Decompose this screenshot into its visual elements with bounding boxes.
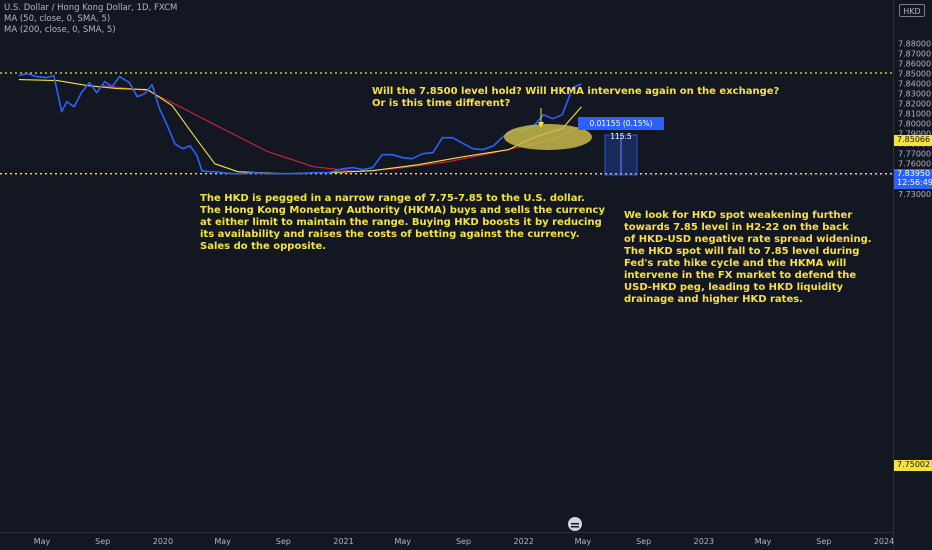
annotation-arrow-head <box>538 122 544 128</box>
x-tick-label: May <box>34 537 51 546</box>
outlook-line: USD-HKD peg, leading to HKD liquidity <box>624 282 844 293</box>
peg-line: The HKD is pegged in a narrow range of 7… <box>200 193 585 204</box>
peg-line: its availability and raises the costs of… <box>200 229 580 240</box>
current-price-tag: 7.83950 12:56:49 <box>894 169 932 189</box>
y-tick-label: 7.77000 <box>898 150 931 159</box>
x-tick-label: Sep <box>636 537 651 546</box>
y-tick-label: 7.81000 <box>898 110 931 119</box>
outlook-line: intervene in the FX market to defend the <box>624 270 857 281</box>
upper-level-price-tag: 7.85066 <box>894 135 932 146</box>
x-tick-label: May <box>214 537 231 546</box>
x-tick-label: Sep <box>456 537 471 546</box>
currency-button[interactable]: HKD <box>899 4 925 17</box>
x-tick-label: 2023 <box>694 537 714 546</box>
peg-line: at either limit to maintain the range. B… <box>200 217 602 228</box>
x-tick-label: 2021 <box>333 537 353 546</box>
x-tick-label: May <box>755 537 772 546</box>
x-tick-label: Sep <box>276 537 291 546</box>
peg-line: Sales do the opposite. <box>200 241 327 252</box>
y-tick-label: 7.80000 <box>898 120 931 129</box>
y-tick-label: 7.87000 <box>898 50 931 59</box>
y-tick-label: 7.86000 <box>898 60 931 69</box>
current-price: 7.83950 <box>897 169 931 178</box>
y-tick-label: 7.88000 <box>898 40 931 49</box>
outlook-line: of HKD-USD negative rate spread widening… <box>624 234 872 245</box>
x-tick-label: May <box>395 537 412 546</box>
chart-legend: U.S. Dollar / Hong Kong Dollar, 1D, FXCM… <box>4 3 177 36</box>
outlook-line: towards 7.85 level in H2-22 on the back <box>624 222 849 233</box>
y-tick-label: 7.85000 <box>898 70 931 79</box>
x-tick-label: May <box>575 537 592 546</box>
peg-line: The Hong Kong Monetary Authority (HKMA) … <box>200 205 605 216</box>
x-tick-label: 2024 <box>874 537 894 546</box>
x-tick-label: Sep <box>816 537 831 546</box>
ma200-legend[interactable]: MA (200, close, 0, SMA, 5) <box>4 25 116 35</box>
outlook-line: drainage and higher HKD rates. <box>624 294 803 305</box>
measure-label: 0.01155 (0.15%) 115.5 <box>578 117 664 141</box>
outlook-line: Fed's rate hike cycle and the HKMA will <box>624 258 847 269</box>
outlook-line: The HKD spot will fall to 7.85 level dur… <box>624 246 860 257</box>
scroll-to-realtime-icon[interactable] <box>568 517 582 531</box>
outlook-line: We look for HKD spot weakening further <box>624 210 853 221</box>
question-annotation: Will the 7.8500 level hold? Will HKMA in… <box>372 86 779 110</box>
bar-countdown: 12:56:49 <box>897 178 932 187</box>
y-tick-label: 7.84000 <box>898 80 931 89</box>
time-axis[interactable]: May Sep 2020 May Sep 2021 May Sep 2022 May Sep 2023… <box>34 537 894 546</box>
outlook-annotation: We look for HKD spot weakening further t… <box>624 210 872 306</box>
y-tick-label: 7.83000 <box>898 90 931 99</box>
y-tick-label: 7.73000 <box>898 190 931 199</box>
y-tick-label: 7.82000 <box>898 100 931 109</box>
highlight-ellipse <box>504 124 592 150</box>
lower-level-price-tag: 7.75002 <box>894 460 932 471</box>
y-tick-label: 7.76000 <box>898 160 931 169</box>
x-tick-label: Sep <box>95 537 110 546</box>
x-tick-label: 2020 <box>153 537 173 546</box>
x-tick-label: 2022 <box>514 537 534 546</box>
question-line-2: Or is this time different? <box>372 98 511 109</box>
symbol-title[interactable]: U.S. Dollar / Hong Kong Dollar, 1D, FXCM <box>4 3 178 13</box>
y-tick-label: 7.79000 <box>898 130 931 139</box>
ma50-legend[interactable]: MA (50, close, 0, SMA, 5) <box>4 14 111 24</box>
question-line-1: Will the 7.8500 level hold? Will HKMA in… <box>372 86 780 97</box>
peg-annotation: The HKD is pegged in a narrow range of 7… <box>200 193 605 253</box>
price-line[interactable] <box>18 72 582 175</box>
